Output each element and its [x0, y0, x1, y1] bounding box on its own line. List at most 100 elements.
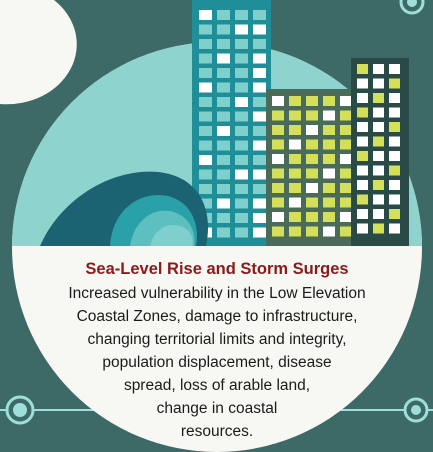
- building-window: [323, 212, 335, 222]
- building-window: [199, 39, 212, 49]
- building-window: [272, 168, 284, 179]
- building-window: [253, 198, 266, 209]
- building-window: [289, 110, 301, 121]
- mid-olive-building: [266, 89, 356, 246]
- building-window: [199, 97, 212, 107]
- building-window: [199, 10, 212, 20]
- building-window: [199, 24, 212, 35]
- building-window: [217, 169, 230, 180]
- building-window: [306, 110, 318, 121]
- building-window: [357, 209, 368, 219]
- building-window: [253, 97, 266, 107]
- building-window: [235, 169, 248, 180]
- building-window: [235, 24, 248, 35]
- building-window: [389, 122, 400, 132]
- building-window: [373, 64, 384, 74]
- building-window: [340, 154, 352, 164]
- building-window: [340, 226, 352, 237]
- building-window: [373, 223, 384, 234]
- building-window: [373, 180, 384, 190]
- panel-line: resources.: [180, 423, 254, 440]
- building-window: [389, 180, 400, 190]
- building-window: [235, 213, 248, 223]
- building-window: [357, 180, 368, 190]
- building-window: [306, 168, 318, 179]
- building-window: [272, 212, 284, 222]
- building-window: [323, 96, 335, 106]
- building-window: [253, 140, 266, 151]
- bottom-connector-line: [0, 395, 433, 425]
- building-window: [217, 24, 230, 35]
- building-window: [235, 227, 248, 238]
- building-window: [340, 197, 352, 208]
- building-window: [199, 126, 212, 136]
- building-window: [357, 223, 368, 234]
- building-window: [199, 184, 212, 194]
- building-window: [235, 53, 248, 64]
- building-window: [235, 82, 248, 93]
- building-window: [253, 169, 266, 180]
- building-window: [357, 122, 368, 132]
- building-window: [253, 39, 266, 49]
- building-window: [199, 53, 212, 64]
- building-window: [199, 169, 212, 180]
- building-window: [217, 155, 230, 165]
- building-window: [217, 140, 230, 151]
- building-window: [253, 155, 266, 165]
- building-window: [389, 64, 400, 74]
- building-window: [217, 68, 230, 78]
- building-window: [217, 82, 230, 93]
- building-window: [235, 97, 248, 107]
- building-window: [199, 111, 212, 122]
- building-window: [340, 168, 352, 179]
- building-window: [289, 168, 301, 179]
- building-window: [323, 168, 335, 179]
- building-window: [253, 184, 266, 194]
- building-window: [272, 139, 284, 150]
- building-window: [235, 39, 248, 49]
- building-window: [272, 154, 284, 164]
- building-window: [357, 194, 368, 205]
- building-window: [289, 96, 301, 106]
- building-window: [235, 184, 248, 194]
- panel-title: Sea-Level Rise and Storm Surges: [85, 260, 349, 278]
- building-window: [199, 68, 212, 78]
- building-window: [340, 183, 352, 193]
- right-dark-building: [351, 58, 409, 246]
- building-window: [357, 78, 368, 89]
- building-window: [357, 93, 368, 103]
- building-window: [253, 126, 266, 136]
- building-window: [235, 198, 248, 209]
- building-window: [373, 136, 384, 147]
- building-window: [340, 212, 352, 222]
- panel-line: spread, loss of arable land,: [123, 377, 311, 394]
- building-window: [323, 226, 335, 237]
- building-window: [217, 97, 230, 107]
- building-window: [323, 154, 335, 164]
- building-window: [217, 53, 230, 64]
- panel-line: change in coastal: [156, 400, 278, 417]
- building-window: [199, 198, 212, 209]
- building-window: [217, 213, 230, 223]
- building-window: [323, 183, 335, 193]
- top-left-circle: [0, 0, 77, 105]
- building-window: [199, 155, 212, 165]
- building-window: [272, 183, 284, 193]
- building-window: [357, 165, 368, 176]
- panel-line: Increased vulnerability in the Low Eleva…: [68, 285, 366, 302]
- building-window: [235, 68, 248, 78]
- building-window: [357, 151, 368, 161]
- building-window: [235, 10, 248, 20]
- building-window: [323, 110, 335, 121]
- wave-icon: [40, 171, 208, 246]
- building-window: [272, 96, 284, 106]
- building-window: [235, 140, 248, 151]
- building-window: [389, 136, 400, 147]
- building-window: [253, 10, 266, 20]
- top-right-connector-icon: [399, 0, 425, 15]
- building-window: [357, 107, 368, 118]
- building-window: [289, 226, 301, 237]
- building-window: [235, 111, 248, 122]
- building-window: [289, 183, 301, 193]
